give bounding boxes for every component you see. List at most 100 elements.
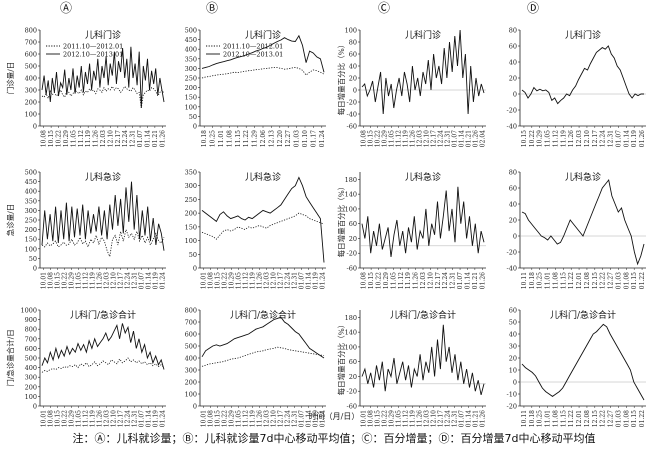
y-tick-label: 1000: [20, 307, 37, 315]
y-tick-label: 100: [25, 245, 37, 253]
x-tick-label: 11.19: [410, 410, 417, 427]
x-tick-label: 11.05: [76, 410, 83, 427]
y-tick-label: 700: [185, 319, 197, 327]
x-tick-label: 10.25: [537, 410, 544, 427]
y-tick-label: -20: [507, 107, 517, 115]
x-tick-label: 11.26: [417, 410, 424, 427]
y-tick-label: -60: [347, 265, 357, 273]
y-axis-label: 每日增量百分比（%）: [336, 183, 346, 258]
y-tick-label: 500: [185, 343, 197, 351]
y-tick-label: 100: [25, 111, 37, 119]
x-tick-label: 12.10: [271, 410, 278, 427]
y-tick-label: 140: [345, 329, 357, 337]
y-tick-label: 450: [185, 36, 197, 44]
x-tick-label: 11.12: [83, 272, 90, 289]
x-tick-label: 12.27: [285, 130, 292, 147]
x-tick-label: 10.22: [222, 272, 229, 289]
chart-title: 儿科门/急诊合计: [230, 309, 296, 321]
x-tick-label: 12.10: [427, 272, 434, 289]
y-tick-label: 10: [509, 367, 517, 375]
legend-label: 2012.10—2013.01: [63, 51, 123, 59]
x-tick-label: 12.24: [285, 272, 292, 289]
y-tick-label: 20: [509, 75, 517, 83]
y-tick-label: 180: [345, 314, 357, 322]
y-tick-label: 500: [25, 169, 37, 177]
y-tick-label: 180: [345, 176, 357, 184]
x-tick-label: 01.10: [302, 130, 309, 147]
y-axis-label: 每日增量百分比（%）: [336, 321, 346, 396]
x-tick-label: 11.19: [90, 410, 97, 427]
y-tick-label: 60: [349, 358, 357, 366]
chart-title: 儿科急诊: [245, 171, 281, 183]
y-tick-label: 300: [25, 87, 37, 95]
x-tick-label: 11.12: [396, 130, 403, 147]
y-tick-label: 200: [25, 383, 37, 391]
column-marker: Ⓒ: [378, 1, 390, 15]
y-tick-label: 80: [509, 169, 517, 177]
legend-label: 2011.10—2012.01: [63, 43, 123, 51]
x-tick-label: 11.22: [568, 410, 575, 427]
y-tick-label: 250: [185, 196, 197, 204]
x-tick-label: 11.12: [83, 410, 90, 427]
x-tick-label: 10.15: [368, 130, 375, 147]
y-tick-label: 400: [25, 188, 37, 196]
y-tick-label: 800: [25, 326, 37, 334]
x-tick-label: 10.22: [62, 272, 69, 289]
y-tick-label: 300: [25, 207, 37, 215]
x-tick-label: 11.12: [398, 272, 405, 289]
y-tick-label: 250: [185, 75, 197, 83]
y-tick-label: 200: [185, 84, 197, 92]
x-tick-label: 11.05: [545, 130, 552, 147]
x-tick-label: 10.08: [361, 272, 368, 289]
x-tick-label: 01.14: [459, 130, 466, 147]
y-tick-label: 600: [185, 331, 197, 339]
y-tick-label: 0: [353, 87, 357, 95]
x-tick-label: 01.14: [144, 130, 151, 147]
x-tick-label: 12.31: [132, 272, 139, 289]
y-tick-label: 100: [185, 103, 197, 111]
x-tick-label: 01.19: [313, 410, 320, 427]
y-tick-label: 0: [513, 233, 517, 241]
x-tick-label: 10.01: [361, 410, 368, 427]
x-tick-label: 12.22: [600, 272, 607, 289]
x-tick-label: 10.15: [48, 130, 55, 147]
chart-C1: 儿科门诊 -60 -40 -20 0 20 40 60 80 100 10.08 10.15 10.22…: [336, 27, 487, 148]
x-tick-label: 12.31: [130, 130, 137, 147]
series-line-2: [201, 176, 325, 263]
x-tick-label: 12.17: [278, 410, 285, 427]
chart-title: 儿科门诊: [405, 29, 441, 41]
x-tick-label: 12.01: [576, 272, 583, 289]
y-tick-label: 0: [33, 265, 37, 273]
x-tick-label: 12.24: [285, 410, 292, 427]
series-line-1: [361, 29, 485, 115]
x-tick-label: 10.15: [215, 272, 222, 289]
x-tick-label: 12.03: [264, 410, 271, 427]
x-tick-label: 01.08: [623, 410, 630, 427]
y-tick-label: 40: [509, 201, 517, 209]
x-tick-label: 11.26: [257, 272, 264, 289]
y-tick-label: 600: [25, 345, 37, 353]
x-tick-label: 10.08: [361, 130, 368, 147]
legend-label: 2011.10—2012.01: [223, 43, 283, 51]
y-tick-label: 40: [509, 331, 517, 339]
series-line-1: [41, 228, 165, 258]
y-tick-label: 50: [509, 319, 517, 327]
x-tick-label: 11.26: [97, 410, 104, 427]
y-tick-label: 40: [349, 63, 357, 71]
y-tick-label: 600: [25, 51, 37, 59]
y-tick-label: 80: [349, 39, 357, 47]
y-tick-label: 350: [25, 197, 37, 205]
y-tick-label: 400: [185, 355, 197, 363]
y-tick-label: 60: [349, 220, 357, 228]
x-tick-label: 11.08: [552, 272, 559, 289]
series-line-1: [521, 45, 644, 105]
x-tick-label: 11.12: [78, 130, 85, 147]
x-tick-label: 11.26: [413, 272, 420, 289]
y-tick-label: 200: [25, 226, 37, 234]
x-tick-label: 01.26: [480, 410, 487, 427]
x-tick-label: 11.08: [552, 410, 559, 427]
chart-title: 儿科急诊: [85, 171, 121, 183]
